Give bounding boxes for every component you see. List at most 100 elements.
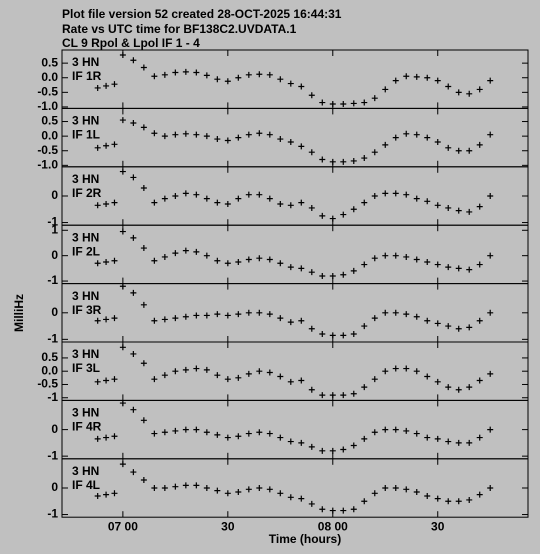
data-point xyxy=(151,485,158,491)
data-point xyxy=(224,490,231,497)
data-point xyxy=(445,438,452,445)
data-point xyxy=(235,374,242,381)
data-point xyxy=(277,136,284,143)
data-point xyxy=(151,376,158,383)
data-point xyxy=(277,200,284,207)
data-point xyxy=(266,369,273,376)
data-point xyxy=(466,384,473,391)
data-point xyxy=(466,147,473,154)
data-point xyxy=(130,289,137,296)
data-point xyxy=(319,99,326,106)
data-point xyxy=(214,257,221,264)
data-point xyxy=(140,301,147,308)
data-point xyxy=(361,199,368,206)
data-point xyxy=(371,315,378,322)
data-point xyxy=(235,259,242,266)
data-point xyxy=(103,491,110,498)
data-point xyxy=(455,325,462,332)
data-point xyxy=(172,193,179,199)
data-point xyxy=(434,261,441,268)
data-point xyxy=(161,485,168,491)
data-point xyxy=(245,191,252,198)
y-tick-label: 0.0 xyxy=(41,128,58,142)
data-point xyxy=(130,234,137,241)
data-point xyxy=(392,309,399,316)
data-point xyxy=(94,435,101,442)
data-point xyxy=(94,317,101,324)
data-point xyxy=(403,427,410,434)
data-point xyxy=(329,215,336,222)
data-point xyxy=(119,228,126,235)
data-point xyxy=(182,130,189,137)
data-point xyxy=(445,83,452,90)
data-point xyxy=(287,438,294,445)
data-point xyxy=(111,257,118,264)
data-point xyxy=(298,199,305,206)
data-point xyxy=(340,446,347,453)
data-point xyxy=(182,426,189,433)
y-tick-label: -1 xyxy=(47,390,58,404)
data-point xyxy=(287,264,294,271)
data-point xyxy=(413,488,420,495)
data-point xyxy=(455,89,462,96)
data-point xyxy=(182,313,189,320)
data-point xyxy=(182,68,189,75)
panel-label: IF 3R xyxy=(72,303,102,317)
panel-frame xyxy=(61,224,529,285)
y-tick-label: 0.5 xyxy=(41,55,58,69)
data-point xyxy=(193,365,200,372)
data-point xyxy=(161,316,168,323)
data-point xyxy=(329,101,336,108)
data-point xyxy=(151,317,158,324)
data-point xyxy=(382,252,389,259)
data-point xyxy=(413,195,420,202)
y-tick-label: 0.5 xyxy=(41,350,58,364)
data-point xyxy=(172,131,179,138)
y-tick-label: 0 xyxy=(51,248,58,262)
data-point xyxy=(245,370,252,377)
data-point xyxy=(256,130,263,137)
data-point xyxy=(256,71,263,78)
data-point xyxy=(476,141,483,148)
data-point xyxy=(256,255,263,262)
data-point xyxy=(350,390,357,397)
data-point xyxy=(203,312,210,319)
data-point xyxy=(182,190,189,197)
data-point xyxy=(466,324,473,331)
data-point xyxy=(193,191,200,198)
panel-frame xyxy=(61,458,529,518)
data-point xyxy=(224,78,231,85)
data-point xyxy=(130,469,137,476)
data-point xyxy=(161,429,168,436)
data-point xyxy=(319,506,326,513)
data-point xyxy=(266,430,273,437)
panel-label: 3 HN xyxy=(72,406,99,420)
data-point xyxy=(140,360,147,367)
panel-label: IF 2R xyxy=(72,186,102,200)
data-point xyxy=(266,256,273,263)
data-point xyxy=(203,429,210,436)
data-point xyxy=(382,141,389,148)
y-tick-label: -1 xyxy=(47,273,58,287)
data-point xyxy=(111,490,118,497)
y-tick-label: 0.0 xyxy=(41,70,58,84)
data-point xyxy=(111,433,118,440)
data-point xyxy=(319,447,326,454)
data-point xyxy=(392,365,399,372)
data-point xyxy=(119,400,126,407)
data-point xyxy=(308,500,315,507)
data-point xyxy=(413,256,420,263)
data-point xyxy=(340,211,347,218)
y-tick-label: -1 xyxy=(47,332,58,346)
data-point xyxy=(308,443,315,450)
data-point xyxy=(256,191,263,198)
data-point xyxy=(371,255,378,262)
data-point xyxy=(140,124,147,131)
data-point xyxy=(319,392,326,399)
data-point xyxy=(140,64,147,71)
data-point xyxy=(266,71,273,78)
data-point xyxy=(235,134,242,141)
data-point xyxy=(103,200,110,207)
data-point xyxy=(94,202,101,209)
data-point xyxy=(424,317,431,324)
